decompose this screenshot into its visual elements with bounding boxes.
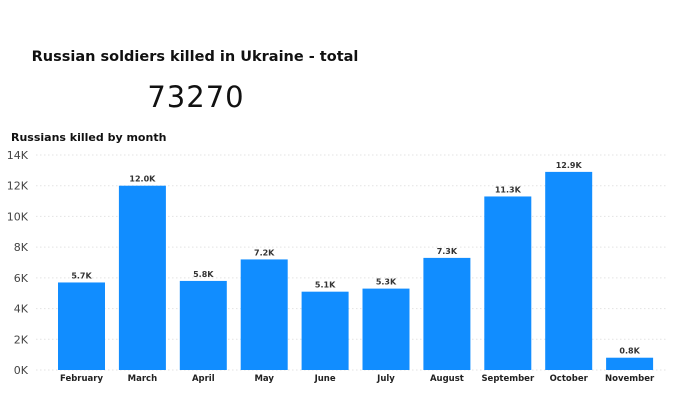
data-labels: 5.7K 12.0K 5.8K 7.2K 5.1K 5.3K 7.3K 11.3K 12.9K 0… <box>71 161 640 356</box>
x-category-label: May <box>254 374 274 384</box>
data-label: 11.3K <box>495 185 522 194</box>
x-category-label: August <box>430 374 464 384</box>
data-label: 5.3K <box>376 278 397 287</box>
y-tick-label: 4K <box>14 303 29 316</box>
x-category-label: June <box>314 374 336 384</box>
y-tick-label: 2K <box>14 333 29 346</box>
x-category-label: February <box>60 374 103 384</box>
bar <box>118 185 166 370</box>
data-label: 7.2K <box>254 248 275 257</box>
data-label: 0.8K <box>619 347 640 356</box>
bar <box>240 259 288 370</box>
bar <box>423 257 471 370</box>
y-tick-label: 12K <box>7 180 29 193</box>
bar <box>362 288 410 370</box>
x-category-label: October <box>550 374 589 384</box>
data-label: 12.9K <box>556 161 583 170</box>
x-axis-categories: February March April May June July August Septe… <box>60 374 655 384</box>
x-category-label: March <box>128 374 157 384</box>
y-tick-label: 14K <box>7 149 29 162</box>
data-label: 5.8K <box>193 270 214 279</box>
x-category-label: November <box>605 374 655 384</box>
chart-title: Russians killed by month <box>11 131 167 144</box>
data-label: 5.1K <box>315 281 336 290</box>
y-tick-label: 6K <box>14 272 29 285</box>
x-category-label: September <box>481 374 535 384</box>
bar <box>545 171 593 370</box>
x-category-label: April <box>192 374 215 384</box>
data-label: 12.0K <box>129 175 156 184</box>
bar <box>484 196 532 370</box>
kpi-value: 73270 <box>147 80 245 114</box>
data-label: 5.7K <box>71 271 92 280</box>
data-label: 7.3K <box>437 247 458 256</box>
kpi-title: Russian soldiers killed in Ukraine - tot… <box>31 49 359 65</box>
bars <box>58 171 654 370</box>
y-tick-label: 10K <box>7 210 29 223</box>
y-tick-label: 8K <box>14 241 29 254</box>
bar <box>606 357 654 370</box>
bar <box>58 282 105 370</box>
x-category-label: July <box>376 374 395 384</box>
bar <box>301 291 349 370</box>
y-axis-ticks: 0K 2K 4K 6K 8K 10K 12K 14K <box>7 149 29 377</box>
y-tick-label: 0K <box>14 364 29 377</box>
bar <box>179 280 227 370</box>
